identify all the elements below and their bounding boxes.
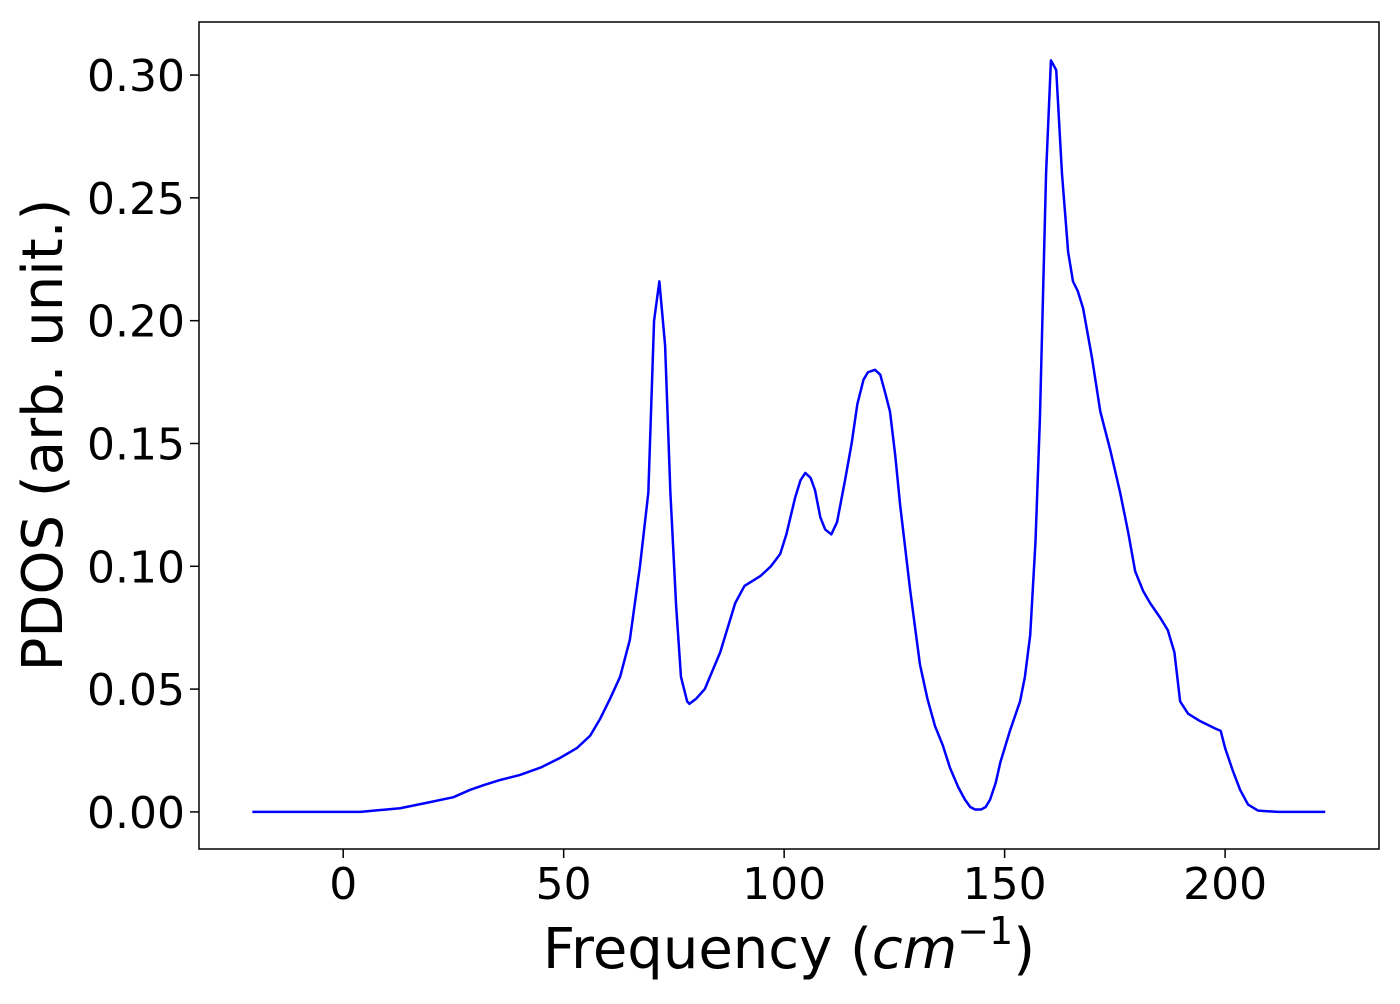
y-tick-label: 0.30 [87, 51, 185, 102]
y-tick-label: 0.20 [87, 297, 185, 348]
x-label-text: Frequency ( [543, 917, 872, 982]
x-label-sup: −1 [957, 909, 1013, 953]
x-label-close: ) [1013, 917, 1035, 982]
plot-frame [198, 21, 1380, 850]
y-tick-label: 0.00 [87, 788, 185, 839]
y-tick-label: 0.10 [87, 542, 185, 593]
x-label-math: cm [872, 917, 957, 982]
x-axis-label: Frequency (cm−1) [543, 909, 1035, 982]
x-tick-label: 150 [963, 859, 1047, 910]
x-tick-label: 0 [329, 859, 357, 910]
x-tick-label: 200 [1183, 859, 1267, 910]
y-axis-label: PDOS (arb. unit.) [11, 199, 76, 672]
data-line [252, 59, 1326, 814]
y-tick-label: 0.05 [87, 665, 185, 716]
x-tick-label: 50 [536, 859, 592, 910]
y-tick-label: 0.15 [87, 419, 185, 470]
y-tick-label: 0.25 [87, 174, 185, 225]
x-tick-label: 100 [742, 859, 826, 910]
